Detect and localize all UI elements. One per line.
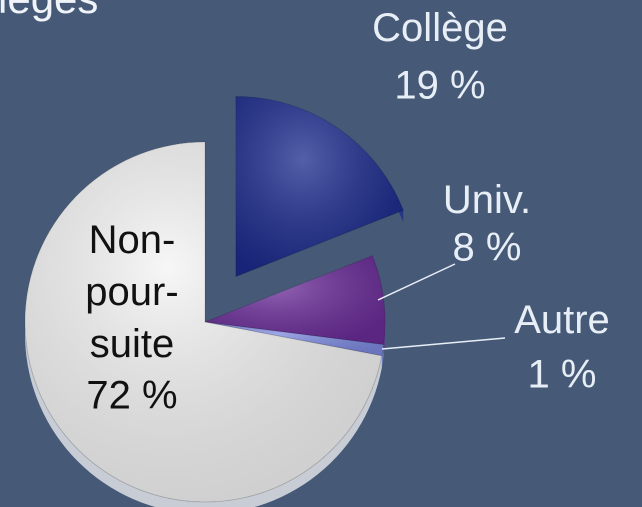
- leader-line: [377, 263, 456, 301]
- slice-label: Non-pour-suite: [85, 218, 178, 366]
- leader-line: [381, 337, 506, 350]
- slice-shade: [205, 255, 385, 345]
- slice-label: Univ.: [443, 178, 531, 222]
- slice-shade: [205, 322, 384, 356]
- chart-title: lèges: [0, 0, 98, 22]
- slice-shade: [24, 142, 382, 502]
- value-label: 8 %: [453, 226, 522, 270]
- slice-shade: [235, 96, 404, 277]
- value-label: 1 %: [528, 353, 597, 397]
- slice-label: Autre: [514, 298, 610, 342]
- value-label: 19 %: [394, 64, 485, 108]
- slice-side: [381, 344, 384, 368]
- slice-label: Collège: [372, 6, 508, 50]
- value-label: 72 %: [86, 374, 177, 418]
